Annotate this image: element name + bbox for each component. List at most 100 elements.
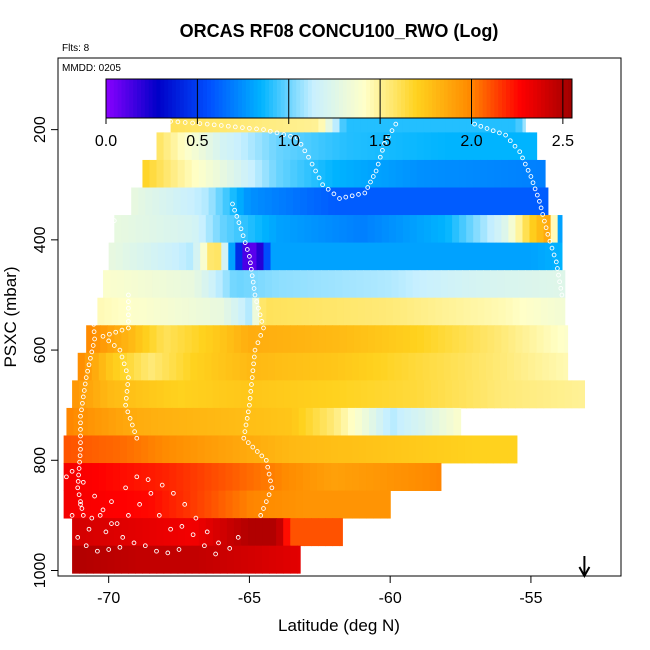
heat-cell: [494, 132, 502, 161]
track-point: [356, 192, 361, 197]
heat-cell: [164, 407, 173, 436]
heat-cell: [177, 215, 186, 243]
heat-cell: [141, 435, 149, 464]
heat-cell: [260, 352, 269, 381]
colorbar-segment: [478, 79, 484, 118]
track-point: [156, 513, 162, 518]
heat-layer: [86, 325, 569, 354]
track-point: [377, 154, 383, 160]
heat-cell: [204, 435, 213, 464]
heat-cell: [339, 132, 348, 161]
heat-cell: [429, 352, 438, 381]
heat-cell: [259, 297, 267, 326]
track-point: [113, 329, 119, 335]
heat-cell: [190, 352, 198, 381]
chart-title: ORCAS RF08 CONCU100_RWO (Log): [180, 21, 499, 41]
track-point: [266, 492, 272, 498]
heat-cell: [408, 352, 417, 381]
heat-cell: [466, 104, 474, 133]
track-point: [142, 543, 148, 549]
heat-cell: [353, 380, 362, 409]
track-point: [497, 130, 502, 136]
track-point: [245, 409, 251, 415]
heat-cell: [332, 132, 341, 161]
heat-cell: [72, 518, 80, 547]
heat-cell: [304, 518, 312, 547]
track-point: [225, 123, 231, 129]
heat-cell: [339, 104, 348, 133]
heat-cell: [215, 187, 224, 216]
heat-cell: [494, 380, 502, 409]
colorbar-segment: [106, 79, 111, 118]
heat-cell: [331, 463, 339, 491]
heat-cell: [369, 407, 377, 436]
heat-cell: [283, 380, 291, 409]
heat-cell: [440, 187, 449, 216]
heat-cell: [77, 435, 86, 464]
heat-cell: [391, 270, 400, 299]
heat-cell: [233, 159, 242, 188]
heat-cell: [324, 352, 332, 381]
colorbar-segment: [319, 79, 324, 118]
heat-cell: [184, 104, 193, 133]
heat-cell: [122, 407, 131, 436]
heat-cell: [332, 159, 341, 188]
heat-cell: [354, 407, 363, 436]
heat-cell: [248, 215, 256, 243]
track-point: [78, 413, 83, 419]
colorbar-segment: [568, 79, 573, 118]
heat-cell: [80, 407, 89, 436]
heat-cell: [198, 159, 207, 188]
colorbar-segment: [358, 79, 363, 118]
track-point: [126, 375, 131, 380]
heat-cell: [339, 518, 343, 547]
track-point: [89, 515, 95, 521]
heat-cell: [277, 242, 286, 271]
heat-cell: [170, 545, 179, 574]
heat-cell: [318, 104, 327, 133]
heat-cell: [546, 187, 549, 216]
heat-cell: [540, 297, 549, 326]
heat-cell: [221, 407, 229, 436]
heat-cell: [263, 242, 272, 271]
heat-cell: [114, 545, 122, 574]
heat-cell: [480, 104, 488, 133]
heat-cell: [349, 187, 357, 216]
heat-cell: [487, 132, 495, 161]
heat-cell: [79, 518, 87, 547]
heat-cell: [66, 407, 75, 436]
heat-cell: [363, 270, 372, 299]
heat-cell: [103, 270, 111, 299]
heat-cell: [360, 104, 369, 133]
heat-cell: [362, 407, 370, 436]
heat-cell: [499, 352, 508, 381]
heat-cell: [345, 352, 353, 381]
heat-cell: [166, 270, 175, 299]
track-point: [69, 513, 75, 518]
heat-cell: [232, 463, 241, 491]
heat-cell: [72, 380, 80, 409]
heat-cell: [198, 545, 207, 574]
heat-cell: [63, 435, 72, 464]
heat-cell: [290, 325, 298, 354]
track-point: [274, 130, 280, 136]
heat-cell: [477, 297, 486, 326]
colorbar-segment: [432, 79, 437, 118]
heat-cell: [374, 132, 383, 161]
heat-cell: [408, 463, 417, 491]
heat-cell: [385, 297, 394, 326]
heat-cell: [309, 435, 318, 464]
track-point: [263, 499, 269, 504]
heat-cell: [91, 490, 100, 519]
heat-cell: [176, 435, 184, 464]
heat-cell: [248, 545, 256, 574]
heat-cell: [447, 270, 456, 299]
heat-cell: [405, 187, 414, 216]
heat-cell: [471, 435, 480, 464]
heat-cell: [487, 215, 495, 243]
heat-cell: [495, 242, 504, 271]
heat-cell: [229, 187, 238, 216]
heat-cell: [264, 270, 273, 299]
heat-cell: [204, 352, 213, 381]
heat-cell: [114, 518, 122, 547]
